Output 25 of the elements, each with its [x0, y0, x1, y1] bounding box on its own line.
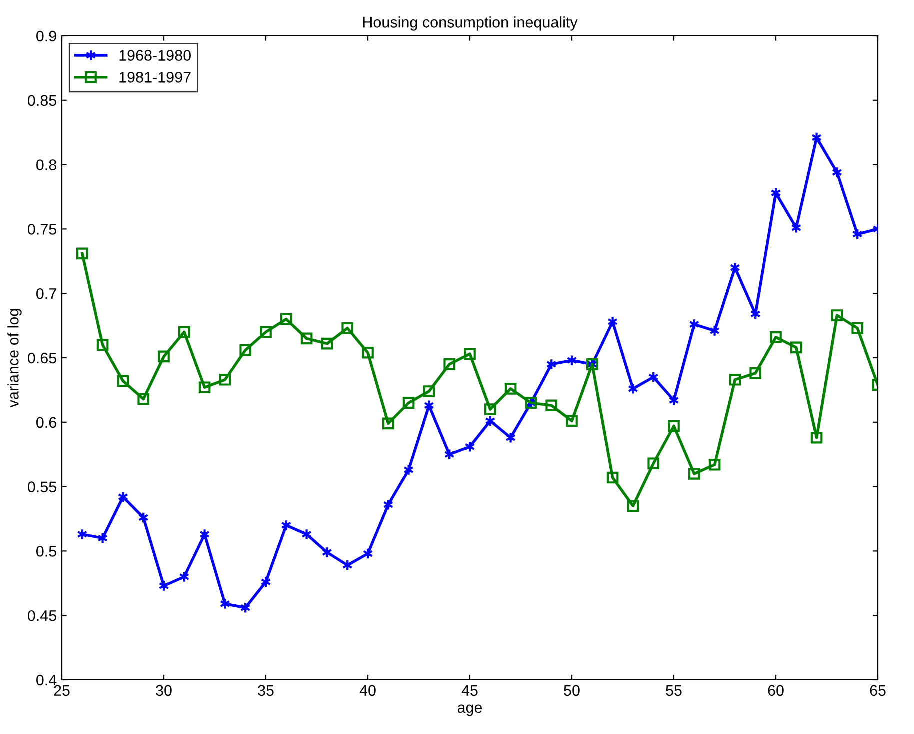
x-tick-label: 40: [360, 685, 376, 696]
x-tick-label: 50: [564, 685, 580, 696]
y-tick-label: 0.65: [28, 352, 56, 364]
y-tick-label: 0.9: [36, 30, 56, 42]
y-tick-label: 0.55: [28, 482, 56, 492]
x-tick-label: 55: [666, 685, 682, 696]
y-tick-label: 0.75: [28, 224, 56, 235]
x-tick-label: 60: [768, 685, 784, 696]
y-tick-label: 0.5: [36, 546, 56, 557]
x-tick-label: 30: [156, 685, 172, 696]
chart-title: Housing consumption inequality: [363, 16, 578, 31]
x-tick-label: 45: [462, 685, 478, 696]
legend-label: 1981-1997: [120, 72, 191, 83]
y-tick-label: 0.6: [36, 417, 56, 428]
x-tick-label: 25: [54, 685, 70, 696]
y-axis-title: variance of log: [8, 309, 22, 408]
legend-label: 1968-1980: [120, 50, 191, 61]
y-tick-label: 0.8: [36, 160, 56, 170]
x-axis-title: age: [458, 704, 482, 716]
y-tick-label: 0.7: [36, 288, 56, 300]
y-tick-label: 0.4: [36, 674, 57, 686]
x-tick-label: 35: [258, 685, 274, 696]
x-tick-label: 65: [870, 685, 886, 696]
y-tick-label: 0.45: [28, 610, 56, 622]
y-tick-label: 0.85: [28, 95, 56, 106]
